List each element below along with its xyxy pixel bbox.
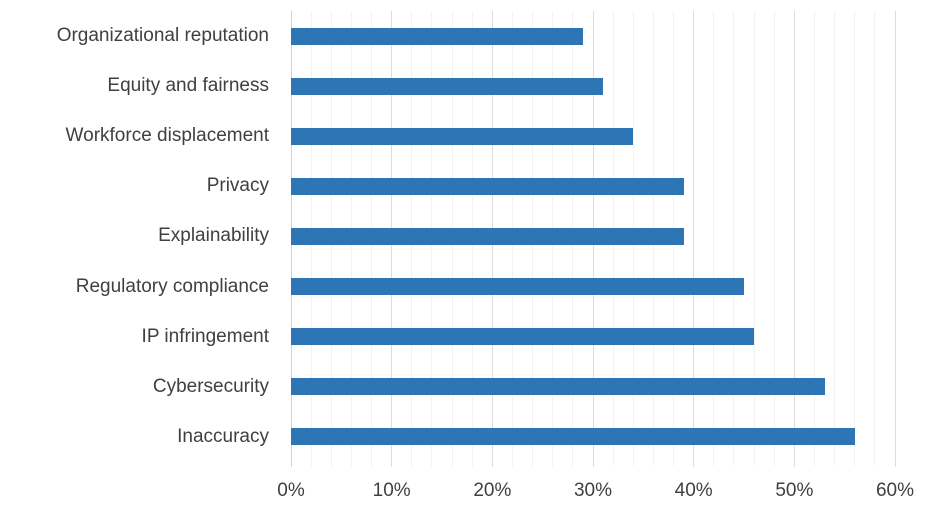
category-label: Workforce displacement [65,125,269,147]
bar-row [291,211,895,261]
bar-row [291,11,895,61]
plot-area [290,11,896,467]
bar [291,328,755,346]
minor-gridline [753,11,755,466]
bar-row [291,362,895,412]
bar [291,428,855,446]
category-label: IP infringement [141,325,269,347]
category-label: Cybersecurity [152,375,269,397]
bar [291,177,684,195]
major-gridline [894,11,896,467]
bar [291,27,583,45]
category-label: Privacy [206,175,269,197]
y-axis-category-labels: Organizational reputation Equity and fair… [0,11,269,462]
minor-gridline [854,11,856,466]
category-label: Equity and fairness [107,75,269,97]
bar [291,77,604,95]
bar [291,127,634,145]
x-tick-label: 60% [875,480,915,501]
category-label: Regulatory compliance [75,275,269,297]
major-gridline [693,11,695,467]
category-label: Explainability [158,225,269,247]
minor-gridline [813,11,815,466]
x-tick-label: 40% [674,480,713,501]
bar [291,278,744,296]
x-axis: 0% 10% 20% 30% 40% 50% 60% [277,479,914,505]
bar-row [291,312,895,362]
bars-area [291,11,895,462]
bar-row [291,262,895,312]
bar [291,227,684,245]
minor-gridline [773,11,775,466]
major-gridline [793,11,795,467]
bar-row [291,61,895,111]
bar [291,378,825,396]
minor-gridline [874,11,876,466]
x-tick-label: 50% [775,480,814,501]
bar-row [291,161,895,211]
category-label: Inaccuracy [177,425,269,447]
x-tick-label: 20% [473,480,512,501]
minor-gridline [713,11,715,466]
minor-gridline [733,11,735,466]
bar-row [291,412,895,462]
x-tick-label: 0% [277,480,305,501]
x-tick-label: 10% [372,480,411,501]
x-tick-label: 30% [573,480,613,501]
minor-gridline [834,11,836,466]
bar-row [291,111,895,161]
category-label: Organizational reputation [56,25,269,47]
